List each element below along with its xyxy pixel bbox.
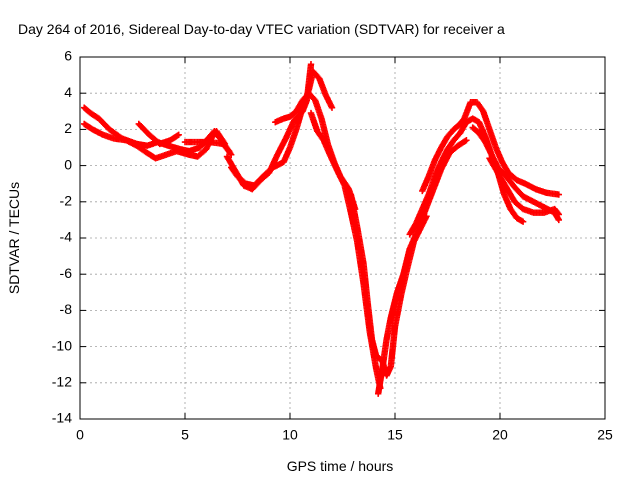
- data-points: [81, 61, 562, 397]
- data-point: [555, 216, 562, 224]
- data-point: [555, 191, 562, 198]
- y-tick-label: -14: [52, 410, 72, 426]
- data-series-12: [419, 99, 562, 198]
- y-tick-label: -2: [60, 193, 73, 209]
- data-series-2: [81, 120, 229, 162]
- y-tick-label: 4: [64, 84, 72, 100]
- data-series-3: [135, 120, 182, 148]
- data-point: [555, 211, 562, 218]
- y-axis-label: SDTVAR / TECUs: [6, 182, 22, 294]
- x-tick-label: 25: [597, 426, 613, 442]
- data-series-10: [375, 137, 470, 397]
- y-axis-tick-labels: -14 -12 -10 -8 -6 -4 -2 0 2 4 6: [52, 48, 72, 426]
- data-point: [463, 137, 470, 144]
- grid-lines: [80, 57, 605, 419]
- data-series-13: [469, 124, 562, 224]
- y-tick-label: -8: [60, 301, 73, 317]
- x-axis-label: GPS time / hours: [287, 458, 394, 474]
- x-tick-label: 15: [387, 426, 403, 442]
- tick-marks: [79, 56, 606, 420]
- data-point: [328, 104, 336, 111]
- y-tick-label: -4: [60, 229, 73, 245]
- y-tick-label: 0: [64, 156, 72, 172]
- data-point: [225, 147, 233, 155]
- data-series-1: [81, 104, 235, 158]
- x-tick-label: 5: [181, 426, 189, 442]
- y-tick-label: -10: [52, 337, 72, 353]
- x-tick-label: 10: [282, 426, 298, 442]
- data-point: [224, 146, 232, 154]
- y-tick-label: 6: [64, 48, 72, 64]
- y-tick-label: 2: [64, 120, 72, 136]
- chart-title: Day 264 of 2016, Sidereal Day-to-day VTE…: [18, 21, 505, 37]
- y-tick-label: -6: [60, 265, 73, 281]
- data-series-6: [223, 61, 315, 193]
- data-series-14: [486, 155, 562, 218]
- x-tick-label: 0: [76, 426, 84, 442]
- data-point: [554, 210, 562, 217]
- data-point: [175, 131, 182, 139]
- data-series-4: [181, 138, 233, 155]
- data-point: [307, 61, 315, 68]
- x-axis-tick-labels: 0 5 10 15 20 25: [76, 426, 613, 442]
- data-point: [228, 151, 235, 158]
- data-point: [519, 218, 527, 225]
- y-tick-label: -12: [52, 374, 72, 390]
- x-tick-label: 20: [492, 426, 508, 442]
